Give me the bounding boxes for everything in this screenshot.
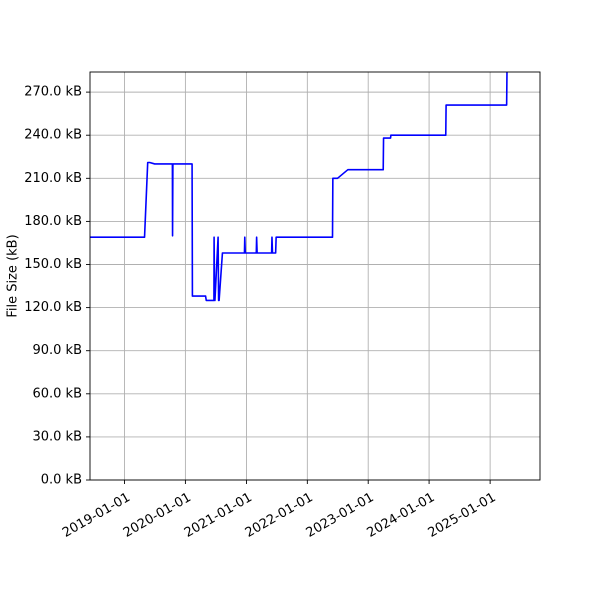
y-tick-label: 180.0 kB — [24, 214, 82, 229]
y-tick-label: 60.0 kB — [32, 386, 82, 401]
y-tick-label: 120.0 kB — [24, 300, 82, 315]
plot-area — [90, 72, 508, 302]
plot-frame — [89, 71, 541, 481]
y-tick-label: 150.0 kB — [24, 257, 82, 272]
y-tick-label: 90.0 kB — [32, 343, 82, 358]
series-line — [90, 72, 508, 302]
y-axis-title: File Size (kB) — [6, 234, 21, 317]
y-tick-label: 270.0 kB — [24, 85, 82, 100]
y-tick-label: 210.0 kB — [24, 171, 82, 186]
y-tick-label: 240.0 kB — [24, 128, 82, 143]
grid-lines — [90, 72, 540, 481]
y-tick-label: 30.0 kB — [32, 429, 82, 444]
y-tick-label: 0.0 kB — [41, 473, 82, 488]
